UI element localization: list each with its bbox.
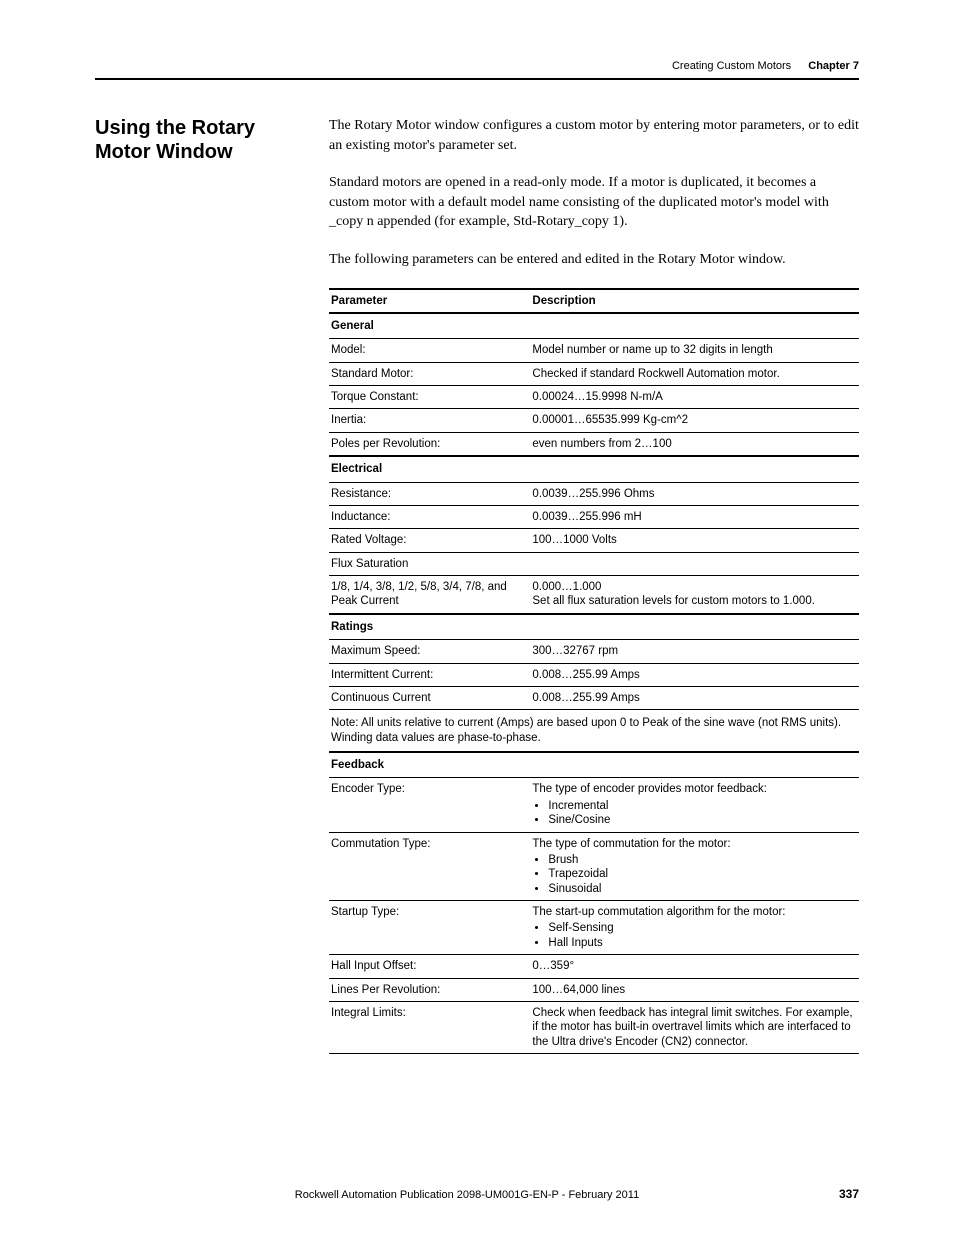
param-desc: 0.000…1.000 Set all flux saturation leve… (530, 576, 859, 614)
param-label: Hall Input Offset: (329, 955, 530, 978)
intro-paragraph-3: The following parameters can be entered … (329, 250, 859, 270)
param-desc: 0.0039…255.996 mH (530, 505, 859, 528)
intro-paragraph-2: Standard motors are opened in a read-onl… (329, 173, 859, 232)
table-row: Resistance: 0.0039…255.996 Ohms (329, 482, 859, 505)
table-header-parameter: Parameter (329, 289, 530, 313)
param-desc: 0.008…255.99 Amps (530, 663, 859, 686)
table-row: Integral Limits: Check when feedback has… (329, 1001, 859, 1053)
header-rule (95, 78, 859, 80)
table-row: Intermittent Current: 0.008…255.99 Amps (329, 663, 859, 686)
table-row: Startup Type: The start-up commutation a… (329, 901, 859, 955)
table-row: Standard Motor: Checked if standard Rock… (329, 362, 859, 385)
list-item: Brush (548, 853, 853, 867)
param-desc: 0…359° (530, 955, 859, 978)
param-desc: The type of encoder provides motor feedb… (530, 778, 859, 832)
param-desc: Model number or name up to 32 digits in … (530, 339, 859, 362)
param-label: Integral Limits: (329, 1001, 530, 1053)
param-desc-line: Set all flux saturation levels for custo… (532, 594, 853, 608)
table-row: Torque Constant: 0.00024…15.9998 N-m/A (329, 386, 859, 409)
param-desc-line: The type of encoder provides motor feedb… (532, 783, 767, 795)
table-note-row: Note: All units relative to current (Amp… (329, 710, 859, 752)
param-desc: Checked if standard Rockwell Automation … (530, 362, 859, 385)
param-desc: The start-up commutation algorithm for t… (530, 901, 859, 955)
table-row: Hall Input Offset: 0…359° (329, 955, 859, 978)
table-row: Inductance: 0.0039…255.996 mH (329, 505, 859, 528)
param-desc-list: Self-Sensing Hall Inputs (548, 921, 853, 950)
chapter-label: Chapter 7 (808, 60, 859, 72)
section-heading: Using the Rotary Motor Window (95, 116, 305, 164)
param-desc: 100…64,000 lines (530, 978, 859, 1001)
param-label: Encoder Type: (329, 778, 530, 832)
section-electrical: Electrical (329, 456, 859, 482)
param-label: Standard Motor: (329, 362, 530, 385)
param-label: Resistance: (329, 482, 530, 505)
param-label: Torque Constant: (329, 386, 530, 409)
table-row: Continuous Current 0.008…255.99 Amps (329, 686, 859, 709)
breadcrumb: Creating Custom Motors (672, 60, 791, 72)
page-number: 337 (839, 1187, 859, 1201)
table-row: 1/8, 1/4, 3/8, 1/2, 5/8, 3/4, 7/8, and P… (329, 576, 859, 614)
param-desc: even numbers from 2…100 (530, 432, 859, 456)
param-label: Startup Type: (329, 901, 530, 955)
list-item: Sine/Cosine (548, 813, 853, 827)
param-label: Maximum Speed: (329, 640, 530, 663)
param-label: Poles per Revolution: (329, 432, 530, 456)
param-desc: Check when feedback has integral limit s… (530, 1001, 859, 1053)
param-label: Inertia: (329, 409, 530, 432)
list-item: Trapezoidal (548, 867, 853, 881)
param-label: Inductance: (329, 505, 530, 528)
table-row: Model: Model number or name up to 32 dig… (329, 339, 859, 362)
table-row: Lines Per Revolution: 100…64,000 lines (329, 978, 859, 1001)
param-desc-line: 0.000…1.000 (532, 580, 853, 594)
param-desc: 0.008…255.99 Amps (530, 686, 859, 709)
footer-publication: Rockwell Automation Publication 2098-UM0… (95, 1189, 839, 1201)
param-desc: The type of commutation for the motor: B… (530, 832, 859, 901)
table-row: Poles per Revolution: even numbers from … (329, 432, 859, 456)
param-label: Intermittent Current: (329, 663, 530, 686)
param-desc: 100…1000 Volts (530, 529, 859, 552)
param-label: Flux Saturation (329, 552, 859, 575)
param-label: Rated Voltage: (329, 529, 530, 552)
section-feedback: Feedback (329, 752, 859, 778)
list-item: Hall Inputs (548, 936, 853, 950)
param-desc-list: Incremental Sine/Cosine (548, 799, 853, 828)
table-row: Flux Saturation (329, 552, 859, 575)
parameter-table: Parameter Description General Model: Mod… (329, 288, 859, 1055)
param-desc: 0.00024…15.9998 N-m/A (530, 386, 859, 409)
table-header-description: Description (530, 289, 859, 313)
table-row: Commutation Type: The type of commutatio… (329, 832, 859, 901)
list-item: Self-Sensing (548, 921, 853, 935)
table-row: Inertia: 0.00001…65535.999 Kg-cm^2 (329, 409, 859, 432)
table-row: Rated Voltage: 100…1000 Volts (329, 529, 859, 552)
param-label: Lines Per Revolution: (329, 978, 530, 1001)
param-desc: 0.0039…255.996 Ohms (530, 482, 859, 505)
list-item: Sinusoidal (548, 882, 853, 896)
param-label: 1/8, 1/4, 3/8, 1/2, 5/8, 3/4, 7/8, and P… (329, 576, 530, 614)
param-label: Model: (329, 339, 530, 362)
param-desc: 300…32767 rpm (530, 640, 859, 663)
table-note: Note: All units relative to current (Amp… (329, 710, 859, 752)
intro-paragraph-1: The Rotary Motor window configures a cus… (329, 116, 859, 155)
table-row: Maximum Speed: 300…32767 rpm (329, 640, 859, 663)
list-item: Incremental (548, 799, 853, 813)
param-desc-line: The type of commutation for the motor: (532, 838, 730, 850)
param-desc-line: The start-up commutation algorithm for t… (532, 906, 785, 918)
param-label: Commutation Type: (329, 832, 530, 901)
param-label: Continuous Current (329, 686, 530, 709)
section-ratings: Ratings (329, 614, 859, 640)
section-general: General (329, 313, 859, 339)
page-header: Creating Custom Motors Chapter 7 (95, 60, 859, 72)
param-desc-list: Brush Trapezoidal Sinusoidal (548, 853, 853, 896)
page-footer: Rockwell Automation Publication 2098-UM0… (95, 1187, 859, 1201)
param-desc: 0.00001…65535.999 Kg-cm^2 (530, 409, 859, 432)
table-row: Encoder Type: The type of encoder provid… (329, 778, 859, 832)
